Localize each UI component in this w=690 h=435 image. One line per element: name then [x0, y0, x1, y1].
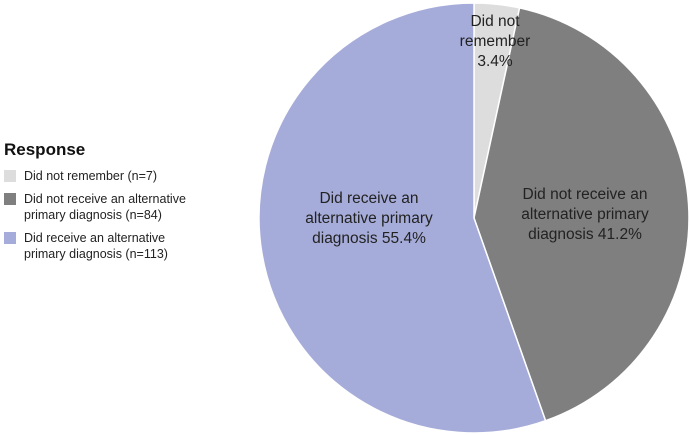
slice-did-not-receive-label: Did not receive an alternative primary dia…: [521, 186, 649, 243]
slice-did-receive-label: Did receive an alternative primary diagnos…: [305, 190, 433, 247]
legend: Response Did not remember (n=7) Did not …: [4, 140, 234, 269]
legend-item-did-not-remember: Did not remember (n=7): [4, 168, 234, 184]
legend-swatch: [4, 170, 16, 182]
legend-label: Did not remember (n=7): [24, 168, 157, 184]
legend-label: Did not receive an alternative primary d…: [24, 191, 186, 223]
legend-item-did-not-receive: Did not receive an alternative primary d…: [4, 191, 234, 223]
legend-swatch: [4, 193, 16, 205]
legend-label: Did receive an alternative primary diagn…: [24, 230, 168, 262]
legend-item-did-receive: Did receive an alternative primary diagn…: [4, 230, 234, 262]
legend-swatch: [4, 232, 16, 244]
legend-title: Response: [4, 140, 234, 160]
